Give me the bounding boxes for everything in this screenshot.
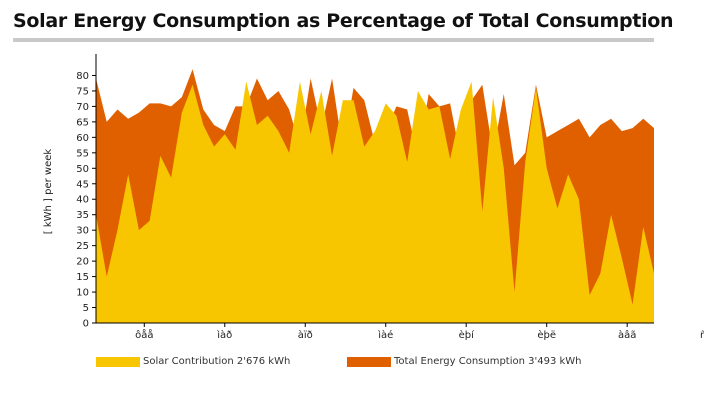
chart-areas [96, 69, 654, 323]
x-tick-label: ìàð [216, 329, 232, 341]
x-tick-label: ìàé [377, 329, 393, 341]
y-tick-label: 65 [76, 117, 89, 128]
y-tick-label: 70 [76, 102, 89, 113]
legend-label-total: Total Energy Consumption 3'493 kWh [394, 356, 582, 367]
legend-item-solar: Solar Contribution 2'676 kWh [96, 356, 290, 367]
legend-item-total: Total Energy Consumption 3'493 kWh [347, 356, 582, 367]
legend-swatch-total [347, 356, 391, 367]
legend-label-solar: Solar Contribution 2'676 kWh [143, 356, 291, 367]
y-tick-label: 10 [76, 288, 89, 299]
y-tick-label: 75 [76, 86, 89, 97]
series-area-solar [96, 81, 654, 323]
y-axis-label: [ kWh ] per week [43, 149, 54, 235]
chart-title: Solar Energy Consumption as Percentage o… [13, 10, 674, 32]
y-tick-label: 0 [83, 319, 89, 330]
y-tick-label: 25 [76, 241, 89, 252]
y-tick-label: 45 [76, 179, 89, 190]
legend-swatch-solar [96, 356, 140, 367]
x-tick-label: ôåå [135, 328, 153, 341]
y-tick-label: 30 [76, 226, 89, 237]
x-tick-label: àâã [618, 329, 636, 341]
y-tick-label: 20 [76, 257, 89, 268]
x-tick-label: èþë [537, 329, 556, 341]
x-tick-label: àïð [298, 329, 313, 341]
y-axis-ticks: 0 5 10 15 20 25 30 35 40 45 50 55 60 65 70 75 80 [76, 71, 96, 330]
title-underline [13, 38, 654, 42]
y-tick-label: 35 [76, 210, 89, 221]
y-tick-label: 50 [76, 164, 89, 175]
y-tick-label: 5 [83, 303, 89, 314]
x-tick-label: èþí [459, 329, 476, 341]
x-axis-ticks: ôååìàðàïðìàéèþíèþëàâãñåíîêòíîÿäåê [135, 323, 704, 341]
y-tick-label: 55 [76, 148, 89, 159]
y-tick-label: 40 [76, 195, 89, 206]
y-tick-label: 60 [76, 133, 89, 144]
y-tick-label: 15 [76, 272, 89, 283]
y-tick-label: 80 [76, 71, 89, 82]
x-tick-label: ñåí [700, 328, 704, 341]
chart-axes [95, 54, 654, 324]
